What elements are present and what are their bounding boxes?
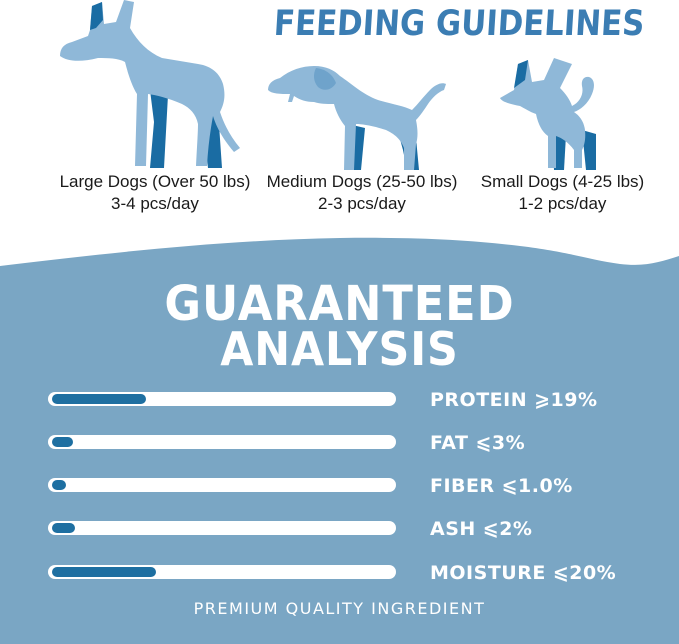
ash-value: ⩽2% — [482, 518, 533, 540]
protein-label: PROTEIN ⩾19% — [430, 389, 598, 411]
large-dogs-label: Large Dogs (Over 50 lbs) 3-4 pcs/day — [30, 171, 280, 215]
small-dogs-amount: 1-2 pcs/day — [518, 194, 607, 213]
moisture-bar-track — [48, 565, 396, 579]
fiber-bar-fill — [52, 480, 66, 490]
fat-label: FAT ⩽3% — [430, 432, 526, 454]
great-dane-silhouette — [60, 0, 240, 168]
guaranteed-analysis-section — [0, 228, 679, 644]
fat-value: ⩽3% — [475, 432, 526, 454]
moisture-value: ⩽20% — [552, 562, 617, 584]
small-dogs-label: Small Dogs (4-25 lbs) 1-2 pcs/day — [470, 171, 655, 215]
moisture-bar-fill — [52, 567, 157, 577]
ash-label: ASH ⩽2% — [430, 518, 533, 540]
chihuahua-body — [500, 58, 594, 168]
large-dogs-range: Large Dogs (Over 50 lbs) — [59, 172, 251, 191]
ash-bar-track — [48, 521, 396, 535]
fat-bar-track — [48, 435, 396, 449]
chihuahua-ear — [514, 60, 528, 88]
fiber-value: ⩽1.0% — [501, 475, 573, 497]
medium-dogs-amount: 2-3 pcs/day — [318, 194, 406, 213]
medium-dogs-range: Medium Dogs (25-50 lbs) — [266, 172, 458, 191]
great-dane-ear — [90, 2, 103, 30]
chihuahua-silhouette — [500, 58, 596, 170]
protein-bar-fill — [52, 394, 146, 404]
chihuahua-far-rear-leg — [582, 130, 596, 170]
large-dogs-amount: 3-4 pcs/day — [111, 194, 199, 213]
great-dane-far-front-leg — [150, 90, 168, 168]
analysis-title-line2: ANALYSIS — [220, 322, 459, 376]
premium-quality-note: PREMIUM QUALITY INGREDIENT — [193, 599, 486, 618]
protein-bar-track — [48, 392, 396, 406]
wave-divider — [0, 237, 679, 276]
labrador-ear — [313, 68, 336, 90]
labrador-body — [268, 66, 446, 170]
fiber-label: FIBER ⩽1.0% — [430, 475, 573, 497]
labrador-silhouette — [268, 66, 446, 170]
analysis-background — [0, 275, 679, 644]
small-dogs-range: Small Dogs (4-25 lbs) — [480, 172, 645, 191]
protein-value: ⩾19% — [534, 389, 598, 411]
ash-bar-fill — [52, 523, 75, 533]
analysis-title-line1: GUARANTEED — [164, 276, 515, 332]
fiber-bar-track — [48, 478, 396, 492]
moisture-label: MOISTURE ⩽20% — [430, 562, 617, 584]
medium-dogs-label: Medium Dogs (25-50 lbs) 2-3 pcs/day — [250, 171, 474, 215]
fat-bar-fill — [52, 437, 73, 447]
great-dane-body — [60, 0, 240, 166]
feeding-guidelines-title: FEEDING GUIDELINES — [272, 4, 646, 44]
